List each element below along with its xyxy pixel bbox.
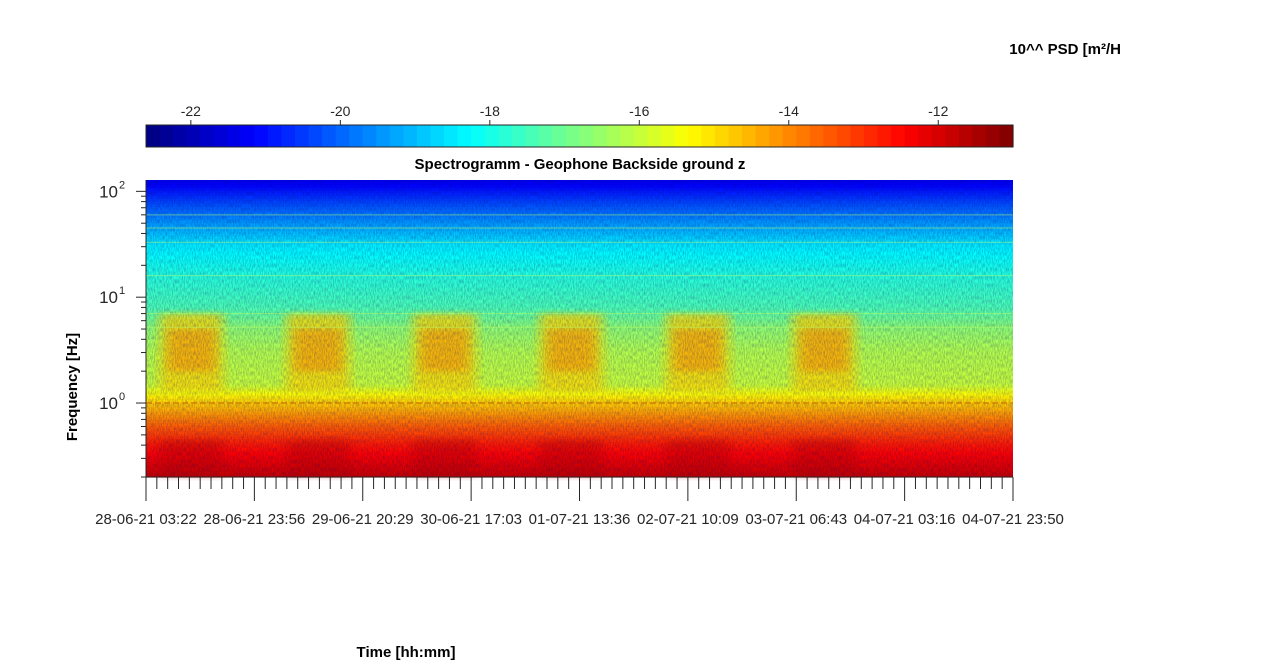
- colorbar-segment: [362, 125, 377, 147]
- colorbar-segment: [742, 125, 757, 147]
- colorbar-segment: [484, 125, 499, 147]
- spectral-lines: [146, 214, 1013, 405]
- colorbar-segment: [918, 125, 933, 147]
- colorbar-segment: [863, 125, 879, 147]
- colorbar-segment: [186, 125, 201, 147]
- x-tick-label: 28-06-21 03:22: [95, 511, 197, 528]
- x-tick-label: 02-07-21 10:09: [637, 511, 739, 528]
- colorbar-segment: [701, 125, 716, 147]
- colorbar-segment: [647, 125, 662, 147]
- colorbar-segment: [471, 125, 486, 147]
- x-tick-label: 04-07-21 03:16: [854, 511, 956, 528]
- colorbar-segment: [606, 125, 621, 147]
- colorbar-segment: [511, 125, 526, 147]
- colorbar-segment: [538, 125, 554, 147]
- colorbar-segment: [146, 125, 161, 147]
- colorbar-tick-label: -14: [779, 103, 799, 119]
- colorbar-segment: [755, 125, 770, 147]
- colorbar-segment: [498, 125, 513, 147]
- colorbar-segment: [850, 125, 865, 147]
- colorbar-segment: [891, 125, 906, 147]
- colorbar-segment: [769, 125, 784, 147]
- colorbar-segment: [823, 125, 838, 147]
- x-tick-label: 03-07-21 06:43: [745, 511, 847, 528]
- colorbar-segment: [985, 125, 1001, 147]
- colorbar: [145, 124, 1014, 148]
- axes: 28-06-21 03:22 28-06-21 23:56 29-06-21 20:…: [95, 179, 1064, 528]
- colorbar-segment: [213, 125, 228, 147]
- colorbar-segment: [633, 125, 648, 147]
- colorbar-segment: [565, 125, 581, 147]
- colorbar-segment: [295, 125, 310, 147]
- colorbar-segment: [714, 125, 730, 147]
- y-tick-label: 10: [99, 182, 118, 201]
- colorbar-segment: [674, 125, 689, 147]
- colorbar-tick-label: -18: [480, 103, 500, 119]
- colorbar-segment: [403, 125, 418, 147]
- colorbar-outline: [145, 124, 1014, 148]
- y-tick-exponent: 2: [119, 179, 125, 191]
- colorbar-segment: [254, 125, 269, 147]
- colorbar-segment: [687, 125, 703, 147]
- colorbar-segment: [552, 125, 567, 147]
- colorbar-segment: [267, 125, 283, 147]
- colorbar-tick-label: -16: [629, 103, 649, 119]
- colorbar-segment: [728, 125, 743, 147]
- x-tick-label: 28-06-21 23:56: [204, 511, 306, 528]
- colorbar-segment: [227, 125, 242, 147]
- colorbar-segment: [376, 125, 391, 147]
- colorbar-segment: [430, 125, 445, 147]
- y-tick-exponent: 1: [119, 285, 125, 297]
- colorbar-segment: [904, 125, 919, 147]
- y-tick-label: 10: [99, 394, 118, 413]
- colorbar-segment: [444, 125, 459, 147]
- colorbar-segment: [389, 125, 404, 147]
- colorbar-segment: [999, 125, 1014, 147]
- colorbar-segment: [782, 125, 797, 147]
- colorbar-segment: [240, 125, 255, 147]
- colorbar-segment: [457, 125, 472, 147]
- x-tick-label: 29-06-21 20:29: [312, 511, 414, 528]
- y-axis-label: Frequency [Hz]: [64, 333, 81, 441]
- colorbar-segment: [335, 125, 350, 147]
- colorbar-segment: [525, 125, 540, 147]
- colorbar-segment: [809, 125, 824, 147]
- chart-title: Spectrogramm - Geophone Backside ground …: [415, 156, 746, 173]
- colorbar-segment: [322, 125, 337, 147]
- y-tick-exponent: 0: [119, 391, 125, 403]
- colorbar-ticks: -22 -20 -18 -16 -14 -12: [181, 103, 949, 125]
- colorbar-segment: [972, 125, 987, 147]
- colorbar-segment: [349, 125, 364, 147]
- colorbar-segment: [620, 125, 635, 147]
- x-axis-label: Time [hh:mm]: [357, 644, 456, 661]
- y-tick-label: 10: [99, 288, 118, 307]
- colorbar-segment: [945, 125, 960, 147]
- colorbar-segment: [579, 125, 594, 147]
- colorbar-segment: [159, 125, 174, 147]
- colorbar-segment: [308, 125, 323, 147]
- colorbar-segment: [931, 125, 946, 147]
- colorbar-segment: [173, 125, 188, 147]
- spectrogram-noise: [146, 180, 1013, 477]
- colorbar-label: 10^^ PSD [m²/H: [1009, 41, 1121, 58]
- colorbar-segment: [593, 125, 608, 147]
- colorbar-segment: [836, 125, 852, 147]
- x-tick-label: 30-06-21 17:03: [420, 511, 522, 528]
- colorbar-segment: [660, 125, 675, 147]
- x-tick-label: 04-07-21 23:50: [962, 511, 1064, 528]
- colorbar-segment: [200, 125, 215, 147]
- x-tick-label: 01-07-21 13:36: [529, 511, 631, 528]
- colorbar-tick-label: -22: [181, 103, 201, 119]
- colorbar-tick-label: -20: [330, 103, 350, 119]
- colorbar-tick-label: -12: [928, 103, 948, 119]
- colorbar-segment: [958, 125, 973, 147]
- colorbar-segment: [877, 125, 892, 147]
- colorbar-segment: [796, 125, 811, 147]
- colorbar-segment: [281, 125, 296, 147]
- colorbar-segment: [416, 125, 432, 147]
